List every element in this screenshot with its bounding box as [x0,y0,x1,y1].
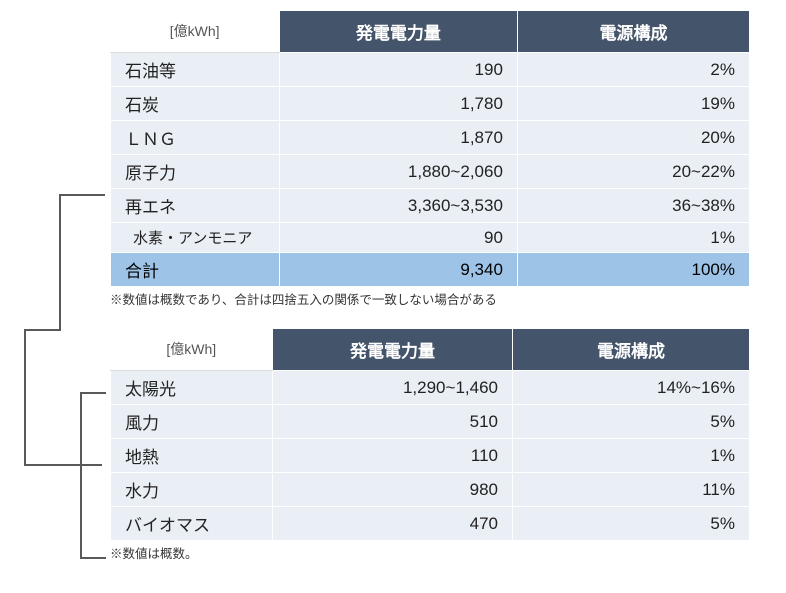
row-value: 1,290~1,460 [273,371,513,405]
col2-header-t2: 電源構成 [512,329,749,371]
table-row: 水力98011% [111,473,750,507]
power-table-2: [億kWh] 発電電力量 電源構成 太陽光1,290~1,46014%~16%風… [110,328,750,541]
row-label: 石炭 [111,87,280,121]
col2-header-t1: 電源構成 [517,11,749,53]
row-percent: 19% [517,87,749,121]
row-value: 9,340 [279,253,517,287]
table-row: 地熱1101% [111,439,750,473]
row-value: 1,780 [279,87,517,121]
row-percent: 36~38% [517,189,749,223]
row-value: 90 [279,223,517,253]
row-value: 190 [279,53,517,87]
table-row: 太陽光1,290~1,46014%~16% [111,371,750,405]
row-value: 110 [273,439,513,473]
row-percent: 1% [517,223,749,253]
row-value: 470 [273,507,513,541]
col1-header-t1: 発電電力量 [279,11,517,53]
table-row: バイオマス4705% [111,507,750,541]
row-value: 1,880~2,060 [279,155,517,189]
col1-header-t2: 発電電力量 [273,329,513,371]
row-label: 水力 [111,473,273,507]
footnote-1: ※数値は概数であり、合計は四捨五入の関係で一致しない場合がある [110,289,776,308]
bracket-table2-group [78,390,108,580]
row-percent: 1% [512,439,749,473]
row-value: 3,360~3,530 [279,189,517,223]
row-label: 再エネ [111,189,280,223]
table-row: 石炭1,78019% [111,87,750,121]
row-label: 風力 [111,405,273,439]
row-percent: 5% [512,507,749,541]
row-label: バイオマス [111,507,273,541]
table-row: 再エネ3,360~3,53036~38% [111,189,750,223]
footnote-2: ※数値は概数。 [110,543,776,562]
row-label: 太陽光 [111,371,273,405]
row-label: ＬＮＧ [111,121,280,155]
unit-header-1: [億kWh] [111,11,280,53]
unit-header-2: [億kWh] [111,329,273,371]
row-label: 地熱 [111,439,273,473]
row-percent: 2% [517,53,749,87]
row-value: 1,870 [279,121,517,155]
row-label: 合計 [111,253,280,287]
table-row: 原子力1,880~2,06020~22% [111,155,750,189]
row-label: 水素・アンモニア [111,223,280,253]
row-label: 石油等 [111,53,280,87]
row-percent: 14%~16% [512,371,749,405]
row-percent: 100% [517,253,749,287]
table-row: ＬＮＧ1,87020% [111,121,750,155]
table-row: 水素・アンモニア901% [111,223,750,253]
row-percent: 11% [512,473,749,507]
table-row: 石油等1902% [111,53,750,87]
row-percent: 20~22% [517,155,749,189]
table-row: 合計9,340100% [111,253,750,287]
row-label: 原子力 [111,155,280,189]
table-row: 風力5105% [111,405,750,439]
row-percent: 5% [512,405,749,439]
power-table-1: [億kWh] 発電電力量 電源構成 石油等1902%石炭1,78019%ＬＮＧ1… [110,10,750,287]
row-percent: 20% [517,121,749,155]
row-value: 510 [273,405,513,439]
row-value: 980 [273,473,513,507]
